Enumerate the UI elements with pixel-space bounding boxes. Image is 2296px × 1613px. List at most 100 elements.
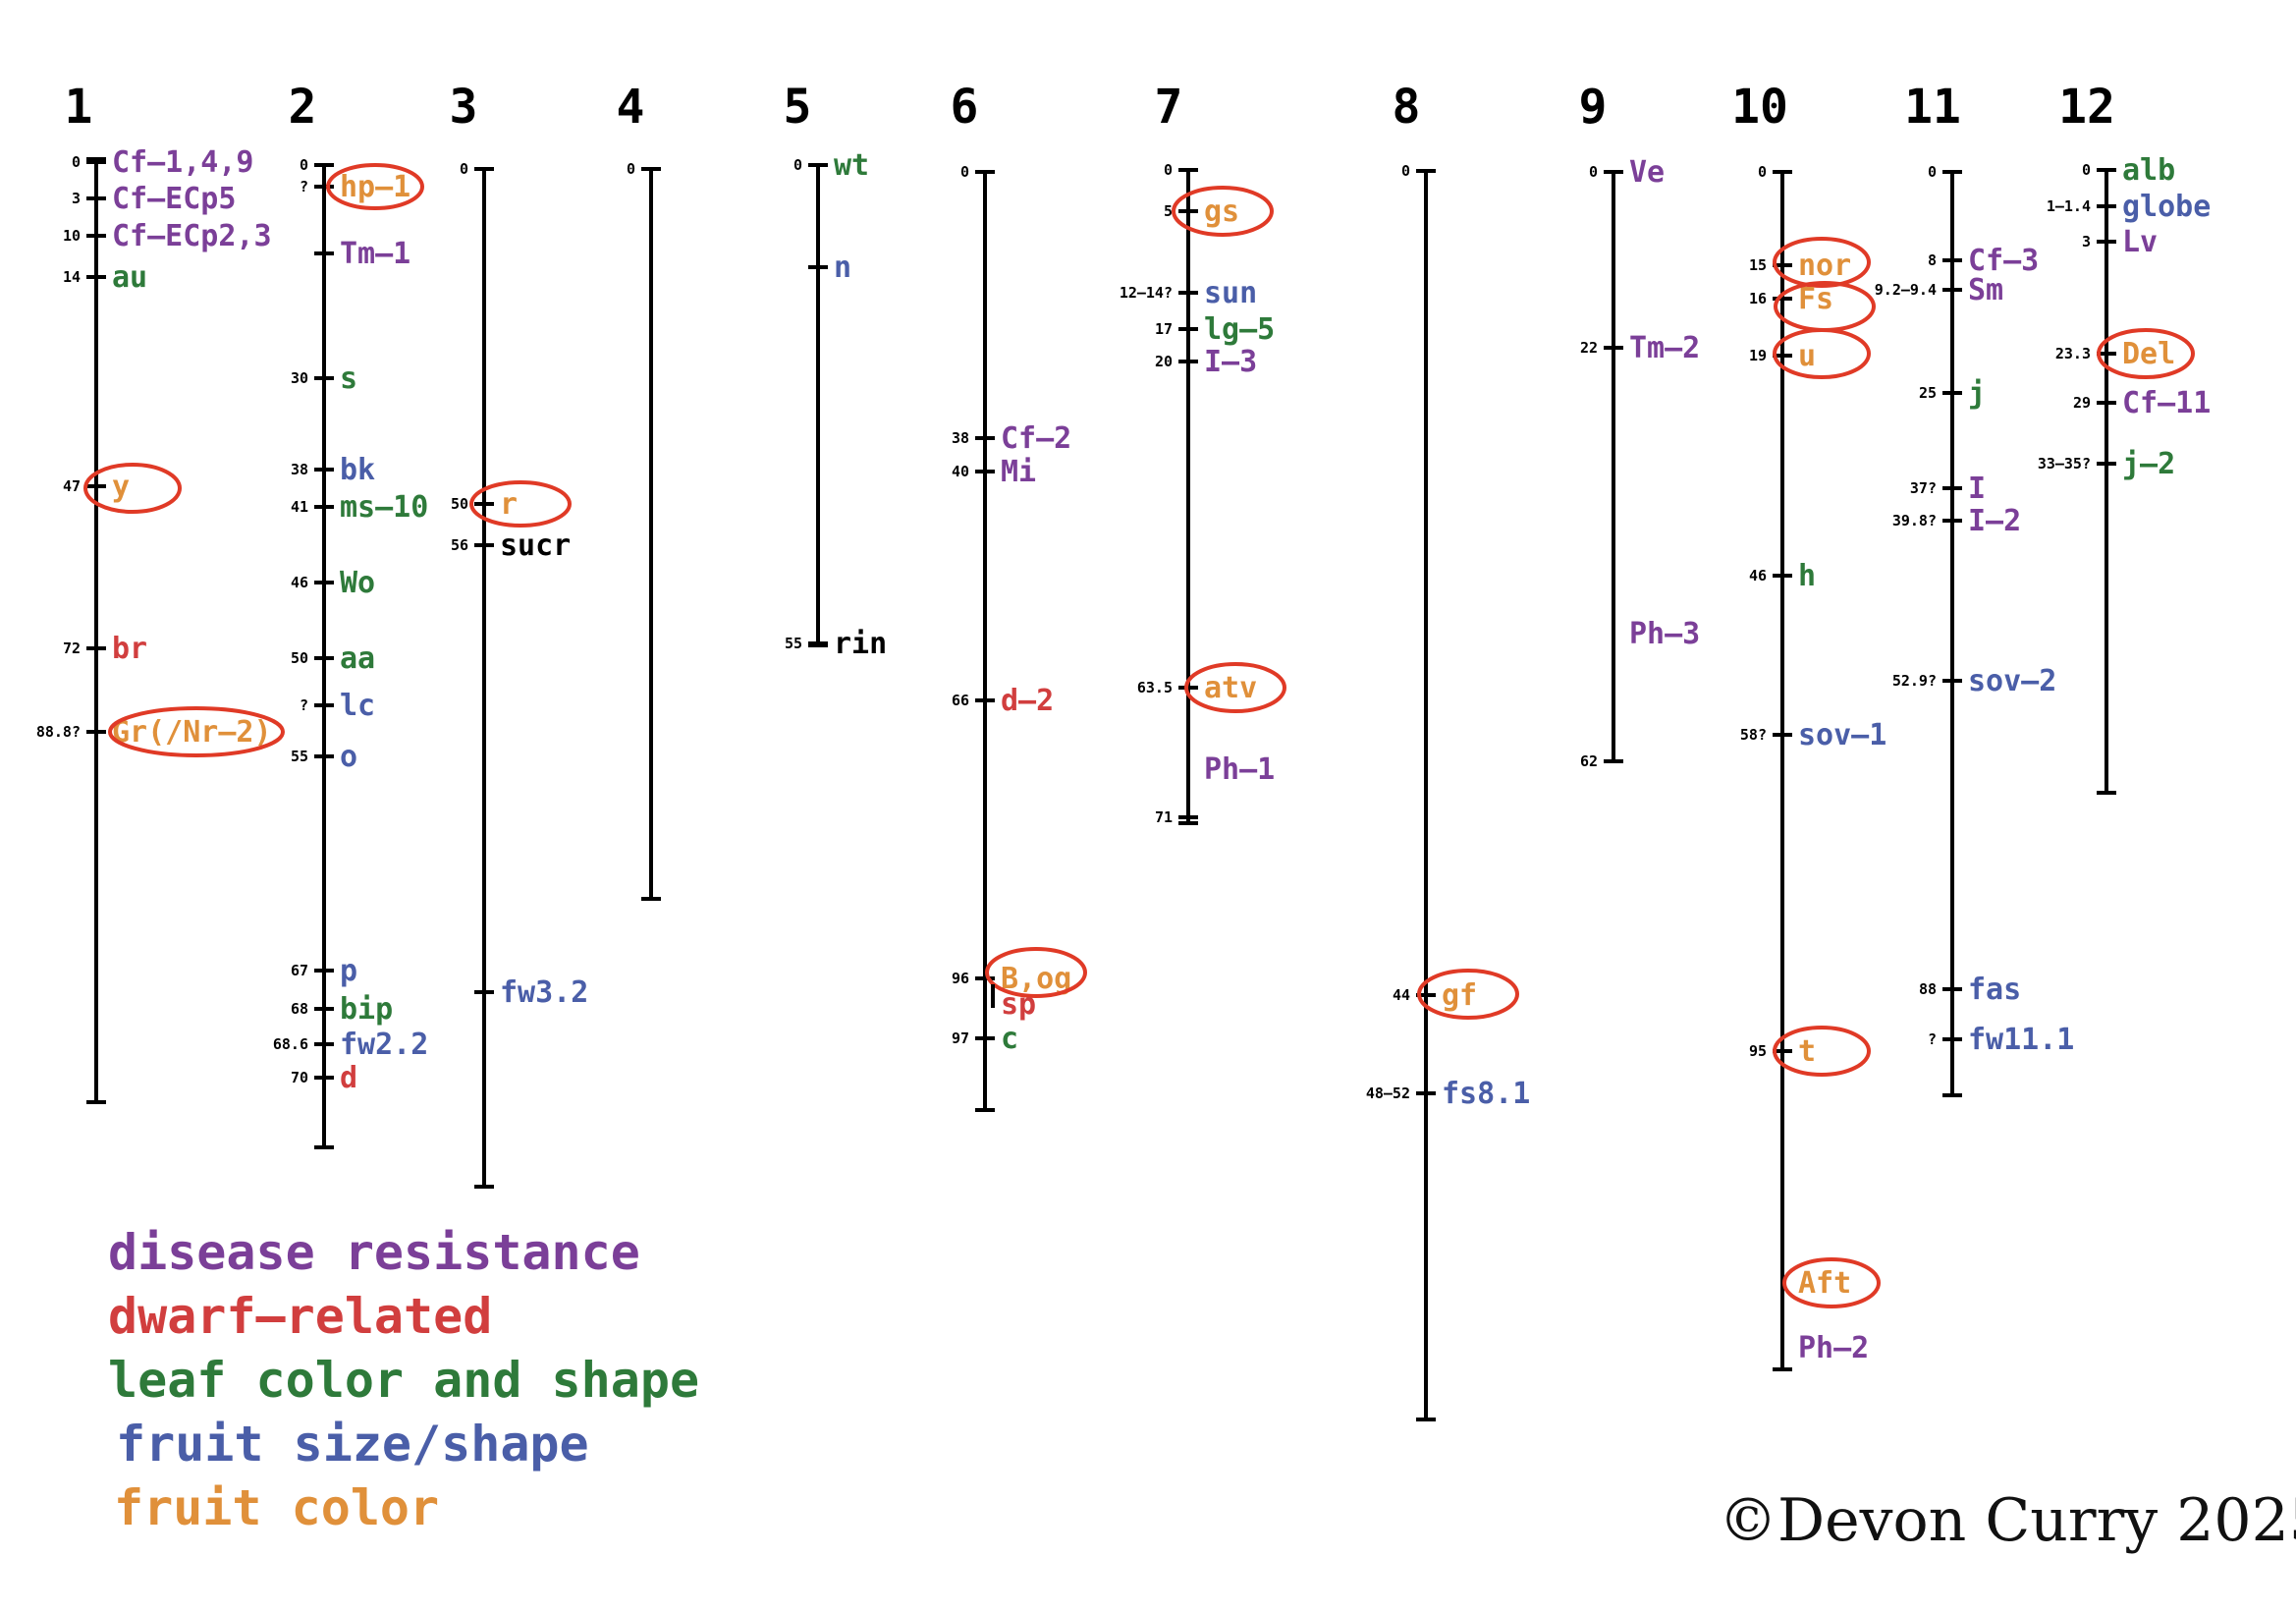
locus-position: 67 — [291, 962, 308, 979]
locus-position: 12–14? — [1120, 284, 1173, 302]
chromosome-number: 5 — [784, 80, 812, 135]
chromosome-number: 11 — [1904, 80, 1961, 135]
locus-position: 62 — [1580, 752, 1598, 770]
locus-position: 3 — [72, 190, 81, 207]
gene-label: Del — [2122, 337, 2175, 371]
chromosome-number: 4 — [617, 80, 645, 135]
locus-position: 10 — [63, 227, 81, 245]
locus-position: 52.9? — [1892, 672, 1937, 690]
gene-label: Ph–2 — [1798, 1331, 1869, 1365]
locus-position: ? — [1928, 1030, 1937, 1048]
gene-label: Lv — [2122, 225, 2158, 259]
chromosome-number: 9 — [1579, 80, 1608, 135]
gene-label: Tm–2 — [1629, 331, 1700, 365]
gene-label: p — [340, 954, 357, 988]
locus-position: 66 — [952, 692, 969, 709]
locus-position: 72 — [63, 640, 81, 657]
highlight-ellipse — [1172, 186, 1274, 237]
gene-label: gs — [1204, 195, 1239, 229]
chromosome-5: 5 0 wt n 55 rin — [784, 80, 888, 661]
gene-label: Gr(/Nr–2) — [112, 715, 272, 750]
gene-label: r — [500, 487, 518, 522]
locus-position: ? — [300, 178, 308, 195]
gene-label: globe — [2122, 190, 2211, 224]
chromosome-number: 10 — [1731, 80, 1788, 135]
locus-position: 88 — [1919, 980, 1937, 998]
highlight-ellipse — [83, 463, 182, 514]
chromosome-number: 1 — [65, 80, 93, 135]
gene-label: B,og — [1001, 962, 1071, 996]
highlight-ellipse — [1773, 328, 1871, 379]
locus-position: 0 — [1928, 163, 1937, 181]
locus-position: 0 — [793, 156, 802, 174]
legend-item: leaf color and shape — [108, 1352, 699, 1409]
highlight-ellipse — [326, 163, 424, 210]
gene-label: au — [112, 260, 147, 295]
chromosome-number: 2 — [289, 80, 317, 135]
gene-label: fas — [1968, 973, 2021, 1007]
locus-position: 33–35? — [2038, 455, 2091, 473]
gene-label: o — [340, 740, 357, 774]
locus-position: 56 — [451, 536, 468, 554]
gene-label: gf — [1442, 978, 1477, 1013]
locus-position: 50 — [451, 495, 468, 513]
gene-label: Aft — [1798, 1266, 1851, 1301]
gene-label: Ph–3 — [1629, 617, 1700, 651]
highlight-ellipse — [1773, 1026, 1871, 1077]
gene-label: sun — [1204, 276, 1257, 310]
gene-label: c — [1001, 1022, 1018, 1056]
highlight-ellipse — [2097, 328, 2195, 379]
chromosome-number: 7 — [1155, 80, 1183, 135]
gene-label: fs8.1 — [1442, 1077, 1530, 1111]
locus-position: 37? — [1910, 479, 1937, 497]
locus-position: 14 — [63, 268, 81, 286]
gene-label: Cf–ECp5 — [112, 182, 236, 216]
gene-label: Wo — [340, 566, 375, 600]
highlight-ellipse — [469, 480, 572, 528]
gene-label: fw3.2 — [500, 975, 588, 1010]
locus-position: 71 — [1155, 808, 1173, 826]
gene-label: sp — [1001, 987, 1036, 1022]
highlight-ellipse — [1782, 1257, 1881, 1308]
highlight-ellipse — [985, 947, 1087, 998]
locus-position: 97 — [952, 1029, 969, 1047]
locus-position: 38 — [291, 461, 308, 478]
locus-position: 95 — [1749, 1042, 1767, 1060]
locus-position: 48–52 — [1366, 1085, 1410, 1102]
gene-label: Sm — [1968, 273, 2003, 307]
gene-label: lg–5 — [1204, 312, 1275, 347]
gene-label: d — [340, 1061, 357, 1095]
chromosome-number: 3 — [450, 80, 478, 135]
gene-label: alb — [2122, 153, 2175, 188]
locus-position: 5 — [1164, 202, 1173, 220]
highlight-ellipse — [108, 706, 285, 757]
chromosome-8: 8 0 44 gf 48–52 fs8.1 — [1366, 80, 1530, 1421]
locus-position: 38 — [952, 429, 969, 447]
locus-position: 63.5 — [1137, 679, 1173, 696]
locus-position: 8 — [1928, 251, 1937, 269]
locus-position: 9.2–9.4 — [1875, 281, 1937, 299]
locus-position: 0 — [1401, 162, 1410, 180]
chromosome-2: 2 0? hp–1 Tm–1 30 s 38 bk 41 ms–10 46 Wo 50 aa? lc 55 o 6… — [273, 80, 428, 1149]
locus-position: 39.8? — [1892, 512, 1937, 529]
gene-label: d–2 — [1001, 684, 1054, 718]
gene-label: I–2 — [1968, 504, 2021, 538]
locus-position: 20 — [1155, 353, 1173, 370]
locus-position: 50 — [291, 649, 308, 667]
locus-position: ? — [300, 696, 308, 714]
chromosome-3: 3 0 50 r 56 sucr fw3.2 — [450, 80, 588, 1189]
gene-label: wt — [834, 148, 869, 183]
gene-label: h — [1798, 559, 1816, 593]
gene-label: Cf–ECp2,3 — [112, 219, 272, 253]
gene-label: sov–1 — [1798, 718, 1886, 752]
locus-position: 88.8? — [36, 723, 81, 741]
gene-label: hp–1 — [340, 170, 410, 204]
legend-item: fruit color — [114, 1479, 439, 1536]
gene-label: Ve — [1629, 155, 1665, 190]
gene-label: Tm–1 — [340, 237, 410, 271]
gene-label: Cf–11 — [2122, 386, 2211, 420]
